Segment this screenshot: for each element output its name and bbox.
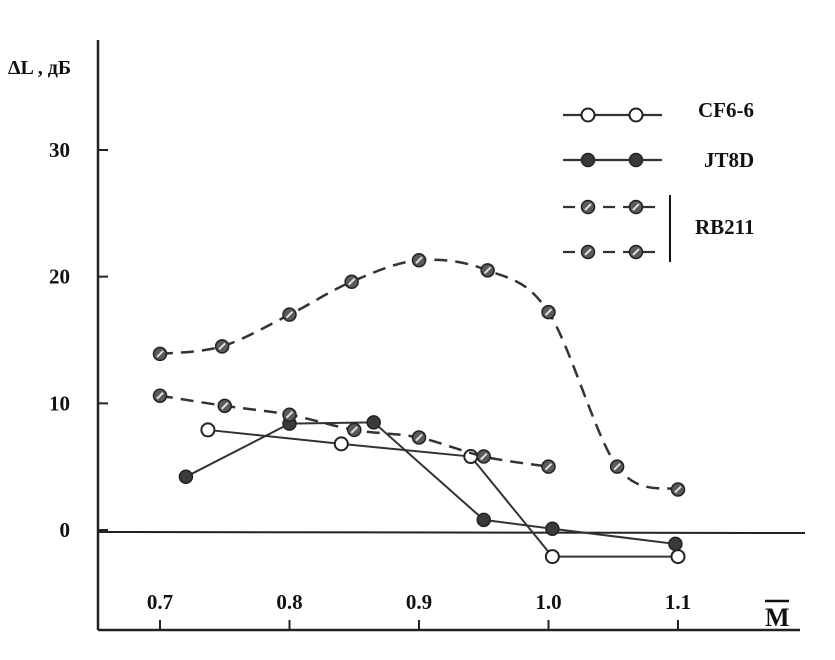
legend-sample-0 xyxy=(563,107,662,123)
y-tick-label: 10 xyxy=(49,391,70,415)
data-point xyxy=(200,422,216,438)
x-tick-label: 0.7 xyxy=(147,590,173,614)
series-line xyxy=(159,258,679,491)
x-tick-label: 0.9 xyxy=(406,590,432,614)
y-tick-label: 20 xyxy=(49,265,70,289)
legend-sample-marker xyxy=(628,199,644,215)
y-tick-label: 30 xyxy=(49,138,70,162)
y-tick-label: 0 xyxy=(60,518,71,542)
legend-label-jt8d: JT8D xyxy=(704,148,754,172)
series-3 xyxy=(152,252,686,497)
series-2 xyxy=(152,388,556,474)
data-point xyxy=(366,415,381,430)
legend: CF6-6 JT8D RB211 xyxy=(563,98,755,262)
data-point xyxy=(333,436,349,452)
data-point xyxy=(411,252,427,268)
data-point xyxy=(545,521,560,536)
data-point xyxy=(670,549,686,565)
data-point xyxy=(541,459,556,474)
data-point xyxy=(541,304,556,320)
legend-sample-marker xyxy=(580,199,596,215)
data-point xyxy=(282,307,297,322)
legend-sample-marker xyxy=(628,107,644,123)
zero-line xyxy=(97,531,806,534)
chart-frame xyxy=(96,40,806,632)
x-ticks: 0.7 0.8 0.9 1.0 1.1 xyxy=(147,590,691,630)
legend-sample-marker xyxy=(628,244,644,260)
x-tick-label: 1.0 xyxy=(535,590,561,614)
y-axis-title: ΔL , дБ xyxy=(8,57,71,79)
data-point xyxy=(178,469,194,485)
legend-samples xyxy=(563,107,662,260)
data-point xyxy=(347,422,362,438)
legend-sample-marker xyxy=(628,152,644,168)
legend-sample-2 xyxy=(563,199,662,215)
series-0 xyxy=(200,422,686,565)
data-point xyxy=(476,449,491,464)
legend-label-rb211: RB211 xyxy=(695,215,755,239)
data-point xyxy=(217,398,232,414)
data-point xyxy=(344,274,359,289)
data-point xyxy=(152,346,168,362)
data-point xyxy=(214,339,230,354)
series-layer xyxy=(152,252,686,565)
y-ticks: 0 10 20 30 xyxy=(49,138,108,542)
data-point xyxy=(670,482,686,497)
data-point xyxy=(476,512,491,528)
x-tick-label: 0.8 xyxy=(276,590,302,614)
legend-sample-marker xyxy=(580,152,596,168)
data-point xyxy=(668,536,683,552)
data-point xyxy=(411,430,427,445)
legend-sample-3 xyxy=(563,244,662,260)
legend-sample-marker xyxy=(580,107,596,123)
legend-sample-marker xyxy=(580,244,596,260)
series-line xyxy=(185,421,676,545)
legend-label-cf6-6: CF6-6 xyxy=(698,98,754,122)
data-point xyxy=(544,549,560,565)
data-point xyxy=(609,459,625,474)
x-axis-title: M xyxy=(765,603,790,632)
legend-sample-1 xyxy=(563,152,662,168)
data-point xyxy=(282,407,297,422)
series-1 xyxy=(178,415,683,552)
data-point xyxy=(152,388,168,403)
data-point xyxy=(480,263,495,278)
x-tick-label: 1.1 xyxy=(665,590,691,614)
